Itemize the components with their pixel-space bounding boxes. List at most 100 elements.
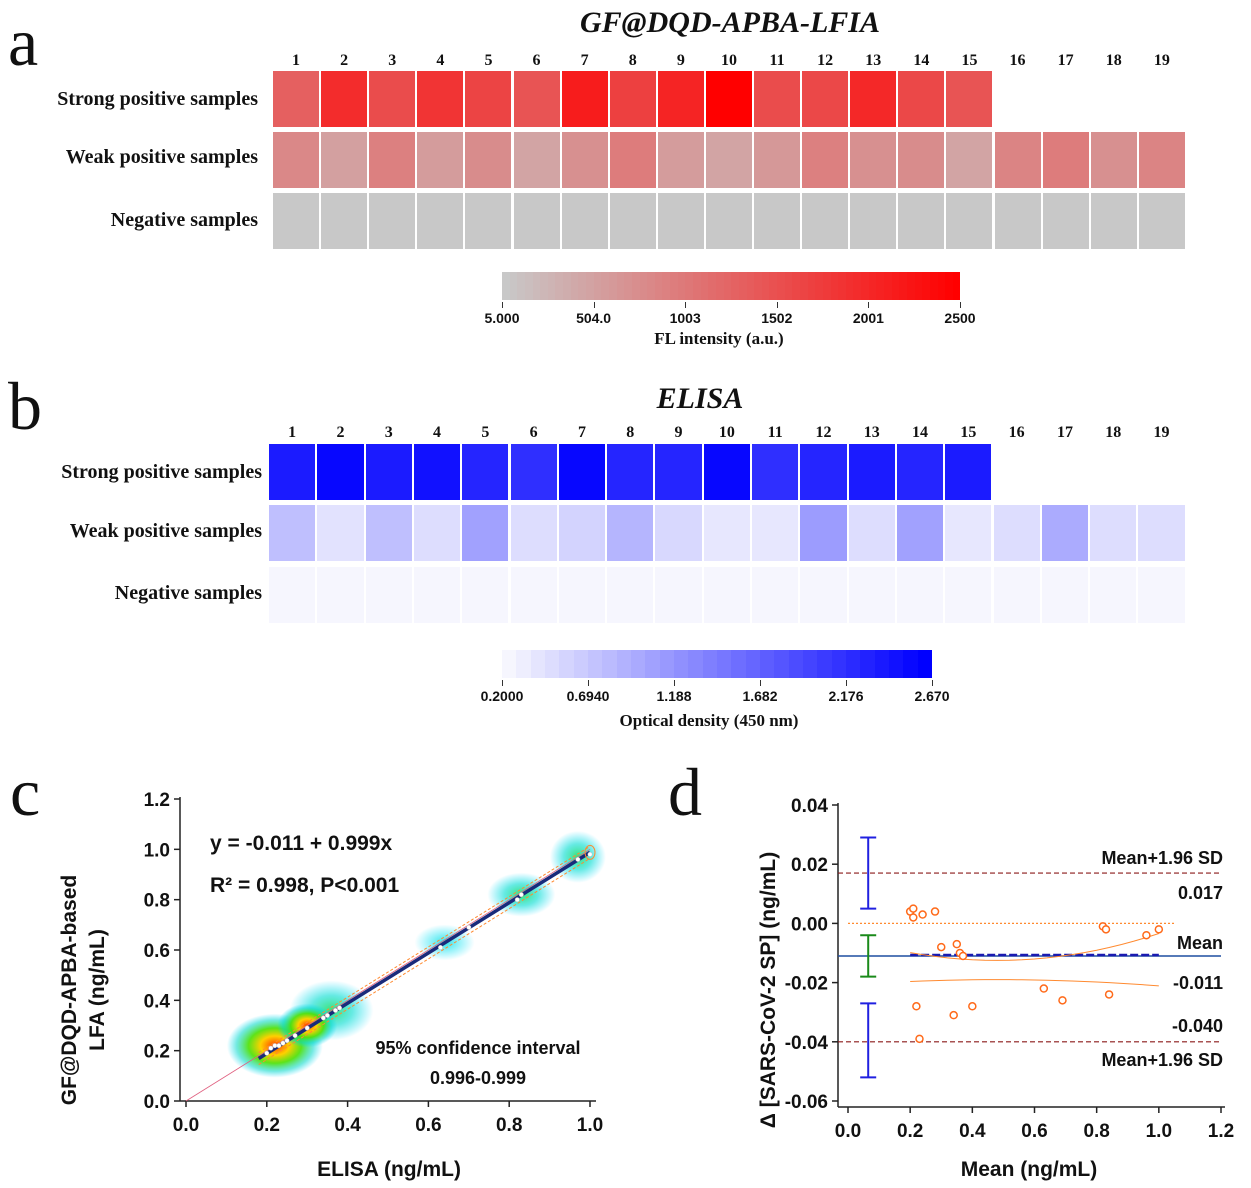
heatmap-cell <box>609 193 656 249</box>
colorbar-step <box>817 650 832 678</box>
colorbar-step <box>544 650 560 678</box>
y-tick-label: 0.0 <box>144 1092 170 1113</box>
panel-c-xlabel: ELISA (ng/mL) <box>317 1158 461 1181</box>
colorbar-step <box>616 650 631 678</box>
mean-value: -0.011 <box>1173 973 1223 993</box>
data-point <box>915 1034 924 1044</box>
colorbar-step <box>738 272 747 300</box>
data-point <box>909 904 918 913</box>
y-tick-label: 0.2 <box>144 1042 170 1063</box>
heatmap-cell <box>657 193 704 249</box>
column-number-11: 11 <box>769 52 785 69</box>
heatmap-cell <box>609 132 656 188</box>
colorbar-step <box>647 272 655 300</box>
x-tick-label: 0.4 <box>334 1115 361 1136</box>
row-label: Negative samples <box>110 209 258 231</box>
colorbar-step <box>715 272 724 300</box>
x-tick-label: 0.6 <box>1021 1121 1047 1142</box>
x-tick-label: 1.0 <box>577 1115 603 1136</box>
data-point <box>304 1025 310 1031</box>
data-point <box>575 856 581 862</box>
heatmap-cell <box>993 567 1040 623</box>
data-point <box>272 1043 278 1049</box>
colorbar-tick-label: 504.0 <box>576 310 612 326</box>
colorbar-step <box>777 272 785 300</box>
data-point <box>1104 990 1114 999</box>
colorbar-step <box>547 272 556 300</box>
column-number-4: 4 <box>433 424 442 441</box>
heatmap-cell <box>655 505 702 561</box>
panel-b-letter: b <box>8 368 42 444</box>
data-point <box>268 1045 274 1051</box>
heatmap-cell <box>462 505 509 561</box>
heatmap-cell <box>510 505 557 561</box>
colorbar-step <box>677 272 686 300</box>
mean-label: Mean <box>1177 933 1223 953</box>
heatmap-cell <box>365 444 412 500</box>
y-tick-label: 0.04 <box>791 796 828 817</box>
heatmap-cell <box>369 132 416 188</box>
colorbar-step <box>624 272 632 300</box>
colorbar-tick-label: 2.670 <box>914 688 950 704</box>
panel-a-letter: a <box>8 4 39 80</box>
colorbar-step <box>688 650 703 678</box>
column-number-7: 7 <box>580 52 589 69</box>
colorbar-step <box>759 650 775 678</box>
colorbar-tick <box>868 302 870 308</box>
heatmap-cell <box>413 567 461 623</box>
heatmap-cell <box>754 71 801 127</box>
data-point <box>324 1012 330 1018</box>
heatmap-cell <box>607 505 654 561</box>
heatmap-cell <box>321 132 368 188</box>
colorbar-step <box>822 272 831 300</box>
heatmap-cell <box>802 193 849 249</box>
colorbar-step <box>903 650 918 678</box>
heatmap-cell <box>1138 132 1185 188</box>
colorbar-step <box>578 272 587 300</box>
column-number-17: 17 <box>1057 52 1074 69</box>
lower-ci-curve <box>910 979 1159 987</box>
colorbar-step <box>746 272 755 300</box>
heatmap-cell <box>1042 193 1089 249</box>
heatmap-cell <box>413 444 461 500</box>
upper-loa-value: 0.017 <box>1178 883 1223 903</box>
data-point <box>280 1040 286 1046</box>
heatmap-cell <box>800 567 847 623</box>
colorbar-step <box>631 272 640 300</box>
identity-line <box>185 848 591 1102</box>
colorbar-step <box>517 272 525 300</box>
heatmap-cell <box>994 193 1041 249</box>
colorbar-step <box>516 650 531 678</box>
heatmap-cell <box>465 71 512 127</box>
data-point <box>937 942 946 952</box>
heatmap-cell <box>417 71 464 127</box>
colorbar-tick-label: 1502 <box>761 310 793 326</box>
heatmap-cell <box>317 505 364 561</box>
heatmap-cell <box>273 193 320 249</box>
colorbar-tick-label: 5.000 <box>484 310 520 326</box>
data-point <box>968 1002 977 1011</box>
ci-upper-line <box>258 845 591 1053</box>
colorbar-step <box>952 272 961 300</box>
colorbar-step <box>673 650 689 678</box>
heatmap-cell <box>465 132 512 188</box>
colorbar-step <box>700 272 709 300</box>
heatmap-cell <box>850 193 897 249</box>
heatmap-cell <box>321 193 368 249</box>
heatmap-cell <box>369 71 416 127</box>
colorbar-tick <box>502 680 503 686</box>
colorbar-tick-label: 1.682 <box>742 688 778 704</box>
y-tick-label: 1.2 <box>144 790 170 811</box>
colorbar-a <box>502 272 961 300</box>
column-number-9: 9 <box>676 52 685 69</box>
heatmap-cell <box>655 444 702 500</box>
heatmap-cell <box>800 505 847 561</box>
heatmap-cell <box>317 444 364 500</box>
heatmap-cell <box>607 444 654 500</box>
colorbar-step <box>937 272 946 300</box>
heatmap-cell <box>269 567 316 623</box>
colorbar-tick <box>593 302 595 308</box>
heatmap-cell <box>513 71 560 127</box>
colorbar-step <box>802 650 818 678</box>
heatmap-cell <box>1138 505 1185 561</box>
